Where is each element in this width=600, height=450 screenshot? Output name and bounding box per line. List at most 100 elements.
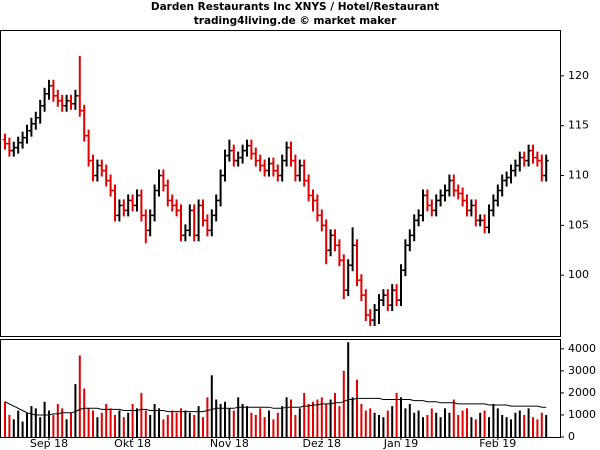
y-tick-label: 3000 [568,364,596,377]
y-tick-label: 110 [568,169,589,182]
volume-bar [316,399,319,437]
volume-bar [448,412,451,437]
volume-bar [232,410,235,437]
volume-bar [545,414,548,437]
volume-bar [272,419,275,437]
y-tick-label: 120 [568,69,589,82]
volume-bar [210,375,213,437]
y-tick-label: 1000 [568,408,596,421]
volume-bar [479,412,482,437]
volume-bar [171,410,174,437]
x-tick-label: Okt 18 [114,437,151,450]
price-panel [0,30,561,337]
volume-bar [404,408,407,437]
volume-bar [527,408,530,437]
volume-bar [426,414,429,437]
x-tick-label: Nov 18 [210,437,249,450]
volume-bar [540,412,543,437]
volume-bar [263,417,266,437]
volume-bar [338,406,341,437]
volume-bar [461,410,464,437]
volume-bar [87,408,90,437]
volume-bar [180,408,182,437]
volume-bar [312,401,314,437]
volume-bar [215,399,218,437]
x-tick-label: Dez 18 [303,437,342,450]
volume-bar [488,417,490,437]
volume-bar [334,392,336,437]
volume-bar [360,403,363,437]
volume-bar [74,384,77,437]
volume-bar [408,403,411,437]
volume-bar [48,410,50,437]
volume-bar [105,403,108,437]
volume-bar [140,392,143,437]
volume-bar [536,419,539,437]
volume-bar [400,397,402,437]
volume-bar [474,419,477,437]
volume-bar [202,417,204,437]
volume-bar [92,410,94,437]
volume-bar [351,397,354,437]
volume-bar [268,410,270,437]
volume-bar [356,379,358,437]
volume-bar [17,410,20,437]
y-tick-label: 0 [568,430,575,443]
volume-bar [184,410,187,437]
volume-bar [325,403,328,437]
volume-bar [254,414,257,437]
volume-bar [193,414,196,437]
volume-bar [34,408,37,437]
volume-bar [452,399,455,437]
volume-bar [373,412,376,437]
volume-bar [83,388,86,437]
chart-title: Darden Restaurants Inc XNYS / Hotel/Rest… [151,1,439,13]
volume-average [4,397,547,416]
volume-bar [100,412,103,437]
volume-bar [439,417,442,437]
volume-bar [30,406,33,437]
volume-bar [136,408,138,437]
volume-bar [347,342,350,437]
volume-bar [114,414,116,437]
volume-bar [303,392,306,437]
volume-bar [483,410,486,437]
volume-bar [96,417,99,437]
volume-bar [422,417,424,437]
volume-bar [12,419,15,437]
volume-bar [241,403,244,437]
volume-bar [153,403,156,437]
volume-bar [259,408,262,437]
chart-subtitle: trading4living.de © market maker [194,15,397,27]
volume-bar [276,412,279,437]
x-tick-label: Sep 18 [30,437,68,450]
volume-bar [39,417,42,437]
volume-bar [496,408,499,437]
volume-bar [395,392,398,437]
volume-bar [56,403,59,437]
volume-bar [290,399,292,437]
volume-bar [4,401,6,437]
volume-bar [523,414,526,437]
volume-bar [281,406,284,437]
volume-bar [294,414,297,437]
volume-bar [382,417,385,437]
y-tick-label: 2000 [568,386,596,399]
volume-bar [237,397,240,437]
y-tick-label: 4000 [568,342,596,355]
volume-bar [162,419,165,437]
volume-bar [206,397,209,437]
volume-bar [21,421,24,437]
volume-bar [320,397,323,437]
volume-bar [386,410,389,437]
volume-bar [246,406,248,437]
volume-bar [52,414,55,437]
volume-bar [329,399,332,437]
volume-bar [224,401,226,437]
volume-bar [70,412,72,437]
volume-bar [175,412,178,437]
volume-bar [188,412,191,437]
volume-bar [78,355,81,437]
volume-bar [307,403,310,437]
